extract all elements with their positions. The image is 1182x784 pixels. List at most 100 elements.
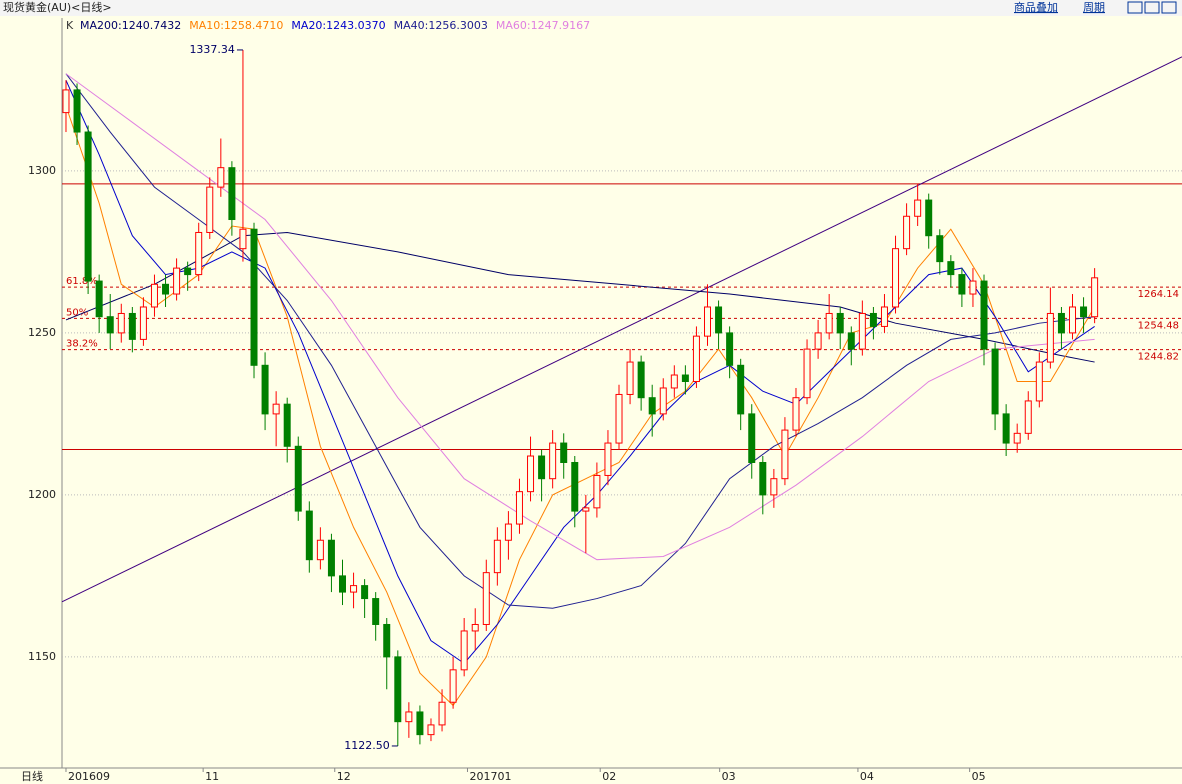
x-tick-label: 05 [972, 770, 986, 783]
x-tick-label: 201701 [469, 770, 511, 783]
candle-body [803, 348, 811, 399]
fib-label: 1244.82 [1138, 352, 1179, 363]
x-tick-label: 04 [860, 770, 874, 783]
ma-line [65, 73, 1095, 561]
candle-body [759, 461, 767, 496]
candle-body [283, 403, 291, 447]
candle-body [438, 701, 446, 726]
fib-label: 1264.14 [1138, 289, 1179, 300]
candle-body [372, 598, 380, 625]
candle-body [206, 186, 214, 233]
candle-body [1024, 400, 1032, 434]
button[interactable]: 周期 [1083, 1, 1105, 14]
candle-body [593, 474, 601, 509]
candle-body [361, 585, 369, 600]
candle-body [1091, 277, 1099, 318]
y-tick-label: 1150 [28, 650, 56, 663]
candle-body [549, 442, 557, 480]
candle-body [703, 306, 711, 337]
candle-body [737, 364, 745, 415]
candle-body [515, 491, 523, 525]
candle-body [726, 332, 734, 366]
candle-body [1068, 306, 1076, 334]
candle-body [95, 280, 103, 318]
candle-body [195, 231, 203, 276]
candle-body [571, 461, 579, 512]
candle-body [350, 585, 358, 593]
candle-body [659, 387, 667, 415]
candle-body [604, 442, 612, 476]
candle-body [150, 283, 158, 308]
legend-entry: MA60:1247.9167 [496, 19, 590, 32]
candle-body [261, 364, 269, 415]
candle-body [991, 348, 999, 415]
ma-line [65, 79, 1095, 665]
candle-body [1002, 413, 1010, 444]
candle-body [327, 539, 335, 577]
candle-body [228, 167, 236, 221]
candle-body [560, 442, 568, 463]
candle-body [936, 235, 944, 263]
candle-body [383, 623, 391, 658]
candle-body [427, 724, 435, 736]
legend-entry: MA200:1240.7432 [80, 19, 181, 32]
candle-body [217, 167, 225, 188]
candle-body [173, 267, 181, 295]
candle-body [471, 623, 479, 632]
candle-body [748, 413, 756, 463]
candle-body [294, 445, 302, 512]
candle-body [947, 261, 955, 276]
nav-icons[interactable] [1127, 1, 1177, 14]
fib-label: 1254.48 [1138, 320, 1179, 331]
candle-body [958, 274, 966, 295]
candle-body [825, 312, 833, 334]
candle-body [914, 199, 922, 217]
button[interactable]: 商品叠加 [1014, 0, 1058, 14]
candle-body [527, 455, 535, 493]
annotation: 1337.34 [189, 43, 235, 56]
candle-body [162, 283, 170, 295]
legend-entry: MA10:1258.4710 [189, 19, 283, 32]
candle-body [73, 89, 81, 133]
candle-body [692, 335, 700, 382]
y-tick-label: 1300 [28, 164, 56, 177]
candle-body [1057, 312, 1065, 334]
candle-body [836, 312, 844, 334]
x-tick-label: 12 [337, 770, 351, 783]
header-bar [0, 0, 1182, 16]
candle-body [847, 332, 855, 350]
candle-body [62, 89, 70, 114]
candle-body [1035, 361, 1043, 402]
x-tick-label: 11 [205, 770, 219, 783]
candle-body [648, 397, 656, 415]
y-tick-label: 1250 [28, 326, 56, 339]
candle-body [869, 312, 877, 327]
candle-body [493, 539, 501, 574]
candle-body [1046, 312, 1054, 363]
candle-body [1080, 306, 1088, 318]
candle-body [1013, 432, 1021, 444]
candle-body [128, 312, 136, 340]
series-label: K [66, 19, 74, 32]
fib-name: 38.2% [66, 339, 98, 350]
candle-body [980, 280, 988, 350]
candle-body [858, 312, 866, 350]
candle-body [84, 131, 92, 282]
candle-body [814, 332, 822, 350]
candle-body [781, 429, 789, 480]
candle-body [482, 572, 490, 625]
candle-body [338, 575, 346, 593]
y-tick-label: 1200 [28, 488, 56, 501]
ma-line [65, 73, 1095, 609]
period-label: 日线 [21, 769, 43, 783]
x-tick-label: 03 [722, 770, 736, 783]
ma-line [65, 105, 1096, 707]
candle-body [670, 374, 678, 389]
fib-name: 50% [66, 307, 88, 318]
candle-body [405, 711, 413, 723]
x-tick-label: 201609 [68, 770, 110, 783]
candle-body [903, 215, 911, 250]
candle-body [615, 393, 623, 444]
candle-body [184, 267, 192, 276]
